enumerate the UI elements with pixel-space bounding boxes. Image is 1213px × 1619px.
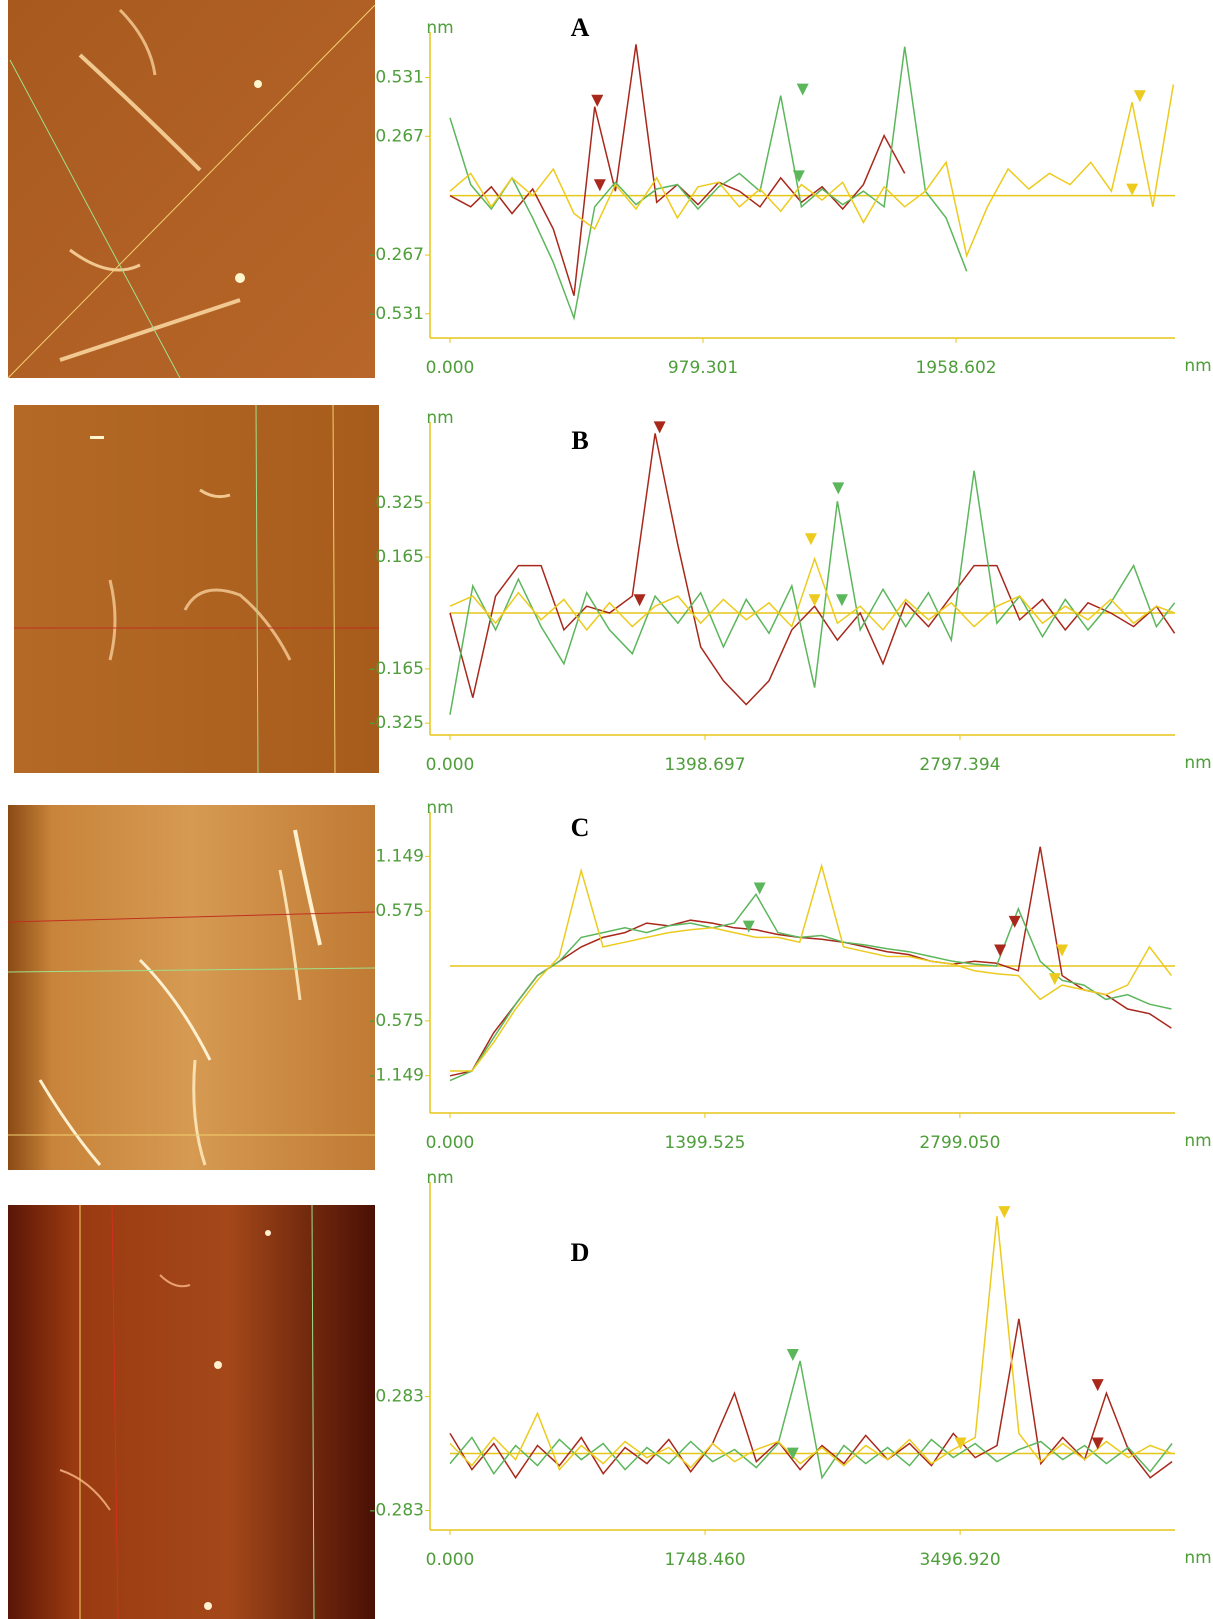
y-axis-label: nm: [426, 1168, 453, 1188]
afm-image-b: [14, 404, 379, 774]
cursor-marker: [786, 1349, 799, 1362]
cursor-marker: [808, 594, 821, 607]
cursor-marker: [1091, 1437, 1104, 1450]
cursor-marker: [998, 1206, 1011, 1219]
x-tick-label: 1399.525: [664, 1133, 745, 1153]
cursor-marker: [1056, 944, 1069, 957]
cursor-marker: [593, 179, 606, 192]
y-tick-label: -0.283: [369, 1500, 424, 1520]
profile-line: [450, 863, 1172, 1072]
cursor-marker: [994, 944, 1007, 957]
x-tick-label: 1398.697: [664, 755, 745, 775]
chart-title: C: [571, 813, 590, 842]
cursor-marker: [591, 94, 604, 107]
chart-title: A: [571, 13, 590, 42]
profile-line: [449, 84, 1175, 259]
x-tick-label: 0.000: [426, 1550, 475, 1570]
cursor-marker: [804, 533, 817, 546]
profile-line: [449, 846, 1172, 1077]
y-tick-label: -0.575: [369, 1011, 424, 1031]
y-tick-label: 0.283: [375, 1387, 424, 1407]
chart-title: B: [571, 426, 588, 455]
y-tick-label: -0.531: [369, 304, 424, 324]
profile-line: [449, 46, 968, 321]
x-axis-label: nm: [1184, 1548, 1211, 1568]
x-tick-label: 0.000: [426, 755, 475, 775]
y-axis-label: nm: [426, 18, 453, 38]
x-axis-label: nm: [1184, 356, 1211, 376]
y-tick-label: -0.165: [369, 659, 424, 679]
profile-line: [449, 556, 1175, 632]
cursor-marker: [832, 482, 845, 495]
cursor-marker: [742, 920, 755, 933]
x-axis-label: nm: [1184, 753, 1211, 773]
y-tick-label: 0.325: [375, 493, 424, 513]
y-axis-label: nm: [426, 798, 453, 818]
x-tick-label: 3496.920: [920, 1550, 1001, 1570]
y-tick-label: -0.325: [369, 713, 424, 733]
cursor-marker: [653, 421, 666, 434]
y-tick-label: 0.267: [375, 126, 424, 146]
x-tick-label: 1748.460: [664, 1550, 745, 1570]
afm-image-c: [7, 805, 376, 1170]
cursor-marker: [1008, 915, 1021, 928]
profile-line: [449, 433, 1176, 706]
cursor-marker: [753, 882, 766, 895]
cursor-marker: [796, 83, 809, 96]
x-tick-label: 0.000: [426, 358, 475, 378]
x-axis-label: nm: [1184, 1131, 1211, 1151]
profile-line: [449, 1360, 1173, 1480]
y-tick-label: 1.149: [375, 846, 424, 866]
profile-line: [449, 1216, 1173, 1472]
afm-image-d: [8, 1204, 375, 1619]
cursor-marker: [1048, 973, 1061, 986]
x-tick-label: 1958.602: [915, 358, 996, 378]
cursor-marker: [786, 1447, 799, 1460]
y-tick-label: 0.575: [375, 901, 424, 921]
chart-title: D: [571, 1238, 590, 1267]
cursor-marker: [633, 594, 646, 607]
x-tick-label: 2799.050: [919, 1133, 1000, 1153]
cursor-marker: [954, 1437, 967, 1450]
y-tick-label: -0.267: [369, 245, 424, 265]
y-tick-label: 0.165: [375, 547, 424, 567]
x-tick-label: 2797.394: [919, 755, 1000, 775]
profile-line: [449, 893, 1172, 1082]
cursor-marker: [1133, 90, 1146, 103]
cursor-marker: [835, 594, 848, 607]
profile-line: [449, 470, 1176, 715]
cursor-marker: [1126, 183, 1139, 196]
x-tick-label: 979.301: [668, 358, 738, 378]
profile-line: [449, 44, 906, 296]
cursor-marker: [792, 170, 805, 183]
afm-image-a: [7, 0, 376, 379]
y-tick-label: 0.531: [375, 68, 424, 88]
x-tick-label: 0.000: [426, 1133, 475, 1153]
y-axis-label: nm: [426, 408, 453, 428]
y-tick-label: -1.149: [369, 1066, 424, 1086]
cursor-marker: [1091, 1379, 1104, 1392]
